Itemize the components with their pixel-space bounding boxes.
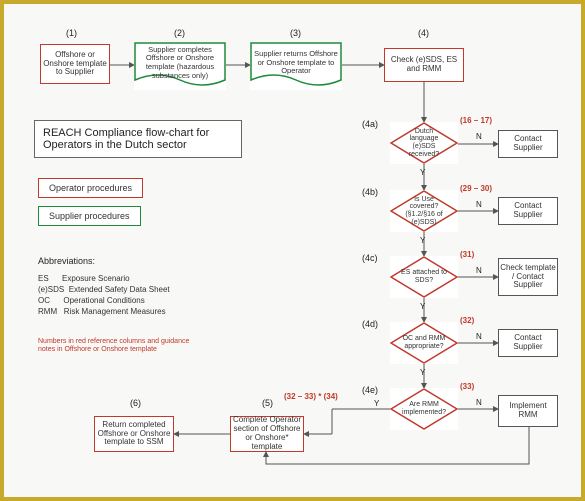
ref-4c: (31) (460, 250, 474, 259)
y-4d: Y (420, 368, 425, 377)
diamond-4d-text: OC and RMM appropriate? (390, 322, 458, 364)
right-box-5: Implement RMM (498, 395, 558, 427)
step-2-box: Supplier completes Offshore or Onshore t… (134, 42, 226, 90)
diamond-4d: OC and RMM appropriate? (390, 322, 458, 364)
step-1-box: Offshore or Onshore template to Supplier (40, 44, 110, 84)
step-num-4: (4) (418, 28, 429, 38)
n-4e: N (476, 398, 482, 407)
n-4c: N (476, 266, 482, 275)
step-6-text: Return completed Offshore or Onshore tem… (95, 421, 173, 447)
n-4a: N (476, 132, 482, 141)
y-4c: Y (420, 302, 425, 311)
diamond-4c-text: ES attached to SDS? (390, 256, 458, 298)
step-6-box: Return completed Offshore or Onshore tem… (94, 416, 174, 452)
step-1-text: Offshore or Onshore template to Supplier (41, 51, 109, 77)
legend-operator: Operator procedures (38, 178, 143, 198)
step-2-text: Supplier completes Offshore or Onshore t… (138, 46, 222, 80)
right-box-3: Check template / Contact Supplier (498, 258, 558, 296)
step-num-2: (2) (174, 28, 185, 38)
diamond-4b-text: Is Use covered? (§1.2/§16 of (e)SDS) (390, 190, 458, 232)
step-num-6: (6) (130, 398, 141, 408)
num-4b: (4b) (362, 187, 378, 197)
diamond-4b: Is Use covered? (§1.2/§16 of (e)SDS) (390, 190, 458, 232)
abbr-lines: ES Exposure Scenario (e)SDS Extended Saf… (38, 272, 258, 316)
step-4-box: Check (e)SDS, ES and RMM (384, 48, 464, 82)
step-3-text: Supplier returns Offshore or Onshore tem… (254, 46, 338, 80)
ref-4d: (32) (460, 316, 474, 325)
right-box-1: Contact Supplier (498, 130, 558, 158)
flowchart-frame: (1) Offshore or Onshore template to Supp… (0, 0, 585, 501)
right-box-4: Contact Supplier (498, 329, 558, 357)
n-4b: N (476, 200, 482, 209)
title-box: REACH Compliance flow-chart for Operator… (34, 120, 242, 158)
ref-4a: (16 – 17) (460, 116, 492, 125)
diamond-4e-text: Are RMM implemented? (390, 388, 458, 430)
abbr-title: Abbreviations: (38, 256, 95, 266)
y-4b: Y (420, 236, 425, 245)
step-num-3: (3) (290, 28, 301, 38)
step-num-1: (1) (66, 28, 77, 38)
n-4d: N (476, 332, 482, 341)
right-box-2: Contact Supplier (498, 197, 558, 225)
title-text: REACH Compliance flow-chart for Operator… (43, 127, 209, 151)
num-4a: (4a) (362, 119, 378, 129)
legend-supplier: Supplier procedures (38, 206, 141, 226)
ref-5: (32 – 33) * (34) (284, 392, 338, 401)
num-4c: (4c) (362, 253, 378, 263)
ref-4b: (29 – 30) (460, 184, 492, 193)
step-4-text: Check (e)SDS, ES and RMM (385, 56, 463, 74)
diamond-4c: ES attached to SDS? (390, 256, 458, 298)
diamond-4e: Are RMM implemented? (390, 388, 458, 430)
footnote-red: Numbers in red reference columns and gui… (38, 338, 208, 355)
step-5-box: Complete Operator section of Offshore or… (230, 416, 304, 452)
y-4a: Y (420, 168, 425, 177)
step-3-box: Supplier returns Offshore or Onshore tem… (250, 42, 342, 90)
step-5-text: Complete Operator section of Offshore or… (231, 416, 303, 451)
diamond-4a: Dutch language (e)SDS received? (390, 122, 458, 164)
y-4e: Y (374, 399, 379, 408)
step-num-5: (5) (262, 398, 273, 408)
num-4d: (4d) (362, 319, 378, 329)
diamond-4a-text: Dutch language (e)SDS received? (390, 122, 458, 164)
num-4e: (4e) (362, 385, 378, 395)
ref-4e: (33) (460, 382, 474, 391)
